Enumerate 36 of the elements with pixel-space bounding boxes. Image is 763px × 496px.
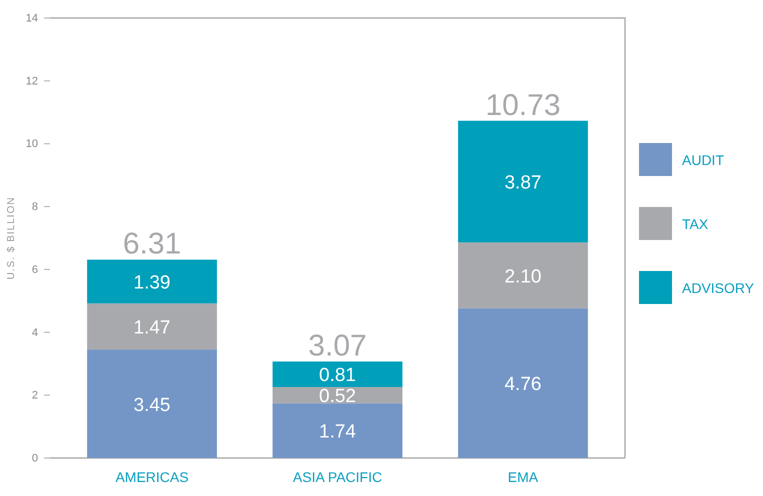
legend-label: ADVISORY [682,280,755,296]
text: 1.47 [134,317,171,338]
y-tick-label: 12 [26,75,38,88]
bar [272,403,402,458]
bar [272,362,402,387]
total-label: 10.73 [485,88,561,122]
text: 0.52 [319,386,356,408]
y-tick-label: 8 [32,201,38,214]
y-tick-label: 6 [32,264,38,276]
bar [87,260,217,304]
y-tick-label: 10 [26,138,38,150]
bar [87,303,217,350]
y-tick-label: 14 [26,12,38,25]
y-tick-label: 0 [32,452,38,465]
bar [458,120,588,242]
total-label: 6.31 [122,228,182,261]
text: 3.45 [134,394,171,416]
total-label: 3.07 [308,330,367,363]
bar [458,242,588,308]
text: 4.76 [504,374,542,396]
x-tick-label: ASIA PACIFIC [292,468,382,485]
bar [87,350,217,458]
bar [458,308,588,458]
bar [272,386,402,404]
legend-label: TAX [682,216,709,232]
y-tick-label: 2 [32,390,38,402]
text: 2.10 [504,266,542,288]
x-tick-label: EMA [508,468,539,485]
y-tick-label: 4 [32,326,38,339]
text: 1.74 [319,422,356,443]
x-tick-label: AMERICAS [115,468,189,485]
text: 0.81 [319,365,356,386]
text: 1.39 [134,272,171,294]
text: 3.87 [504,172,542,194]
legend-label: AUDIT [682,152,724,168]
y-axis-title: U.S. $ BILLION [6,196,17,280]
